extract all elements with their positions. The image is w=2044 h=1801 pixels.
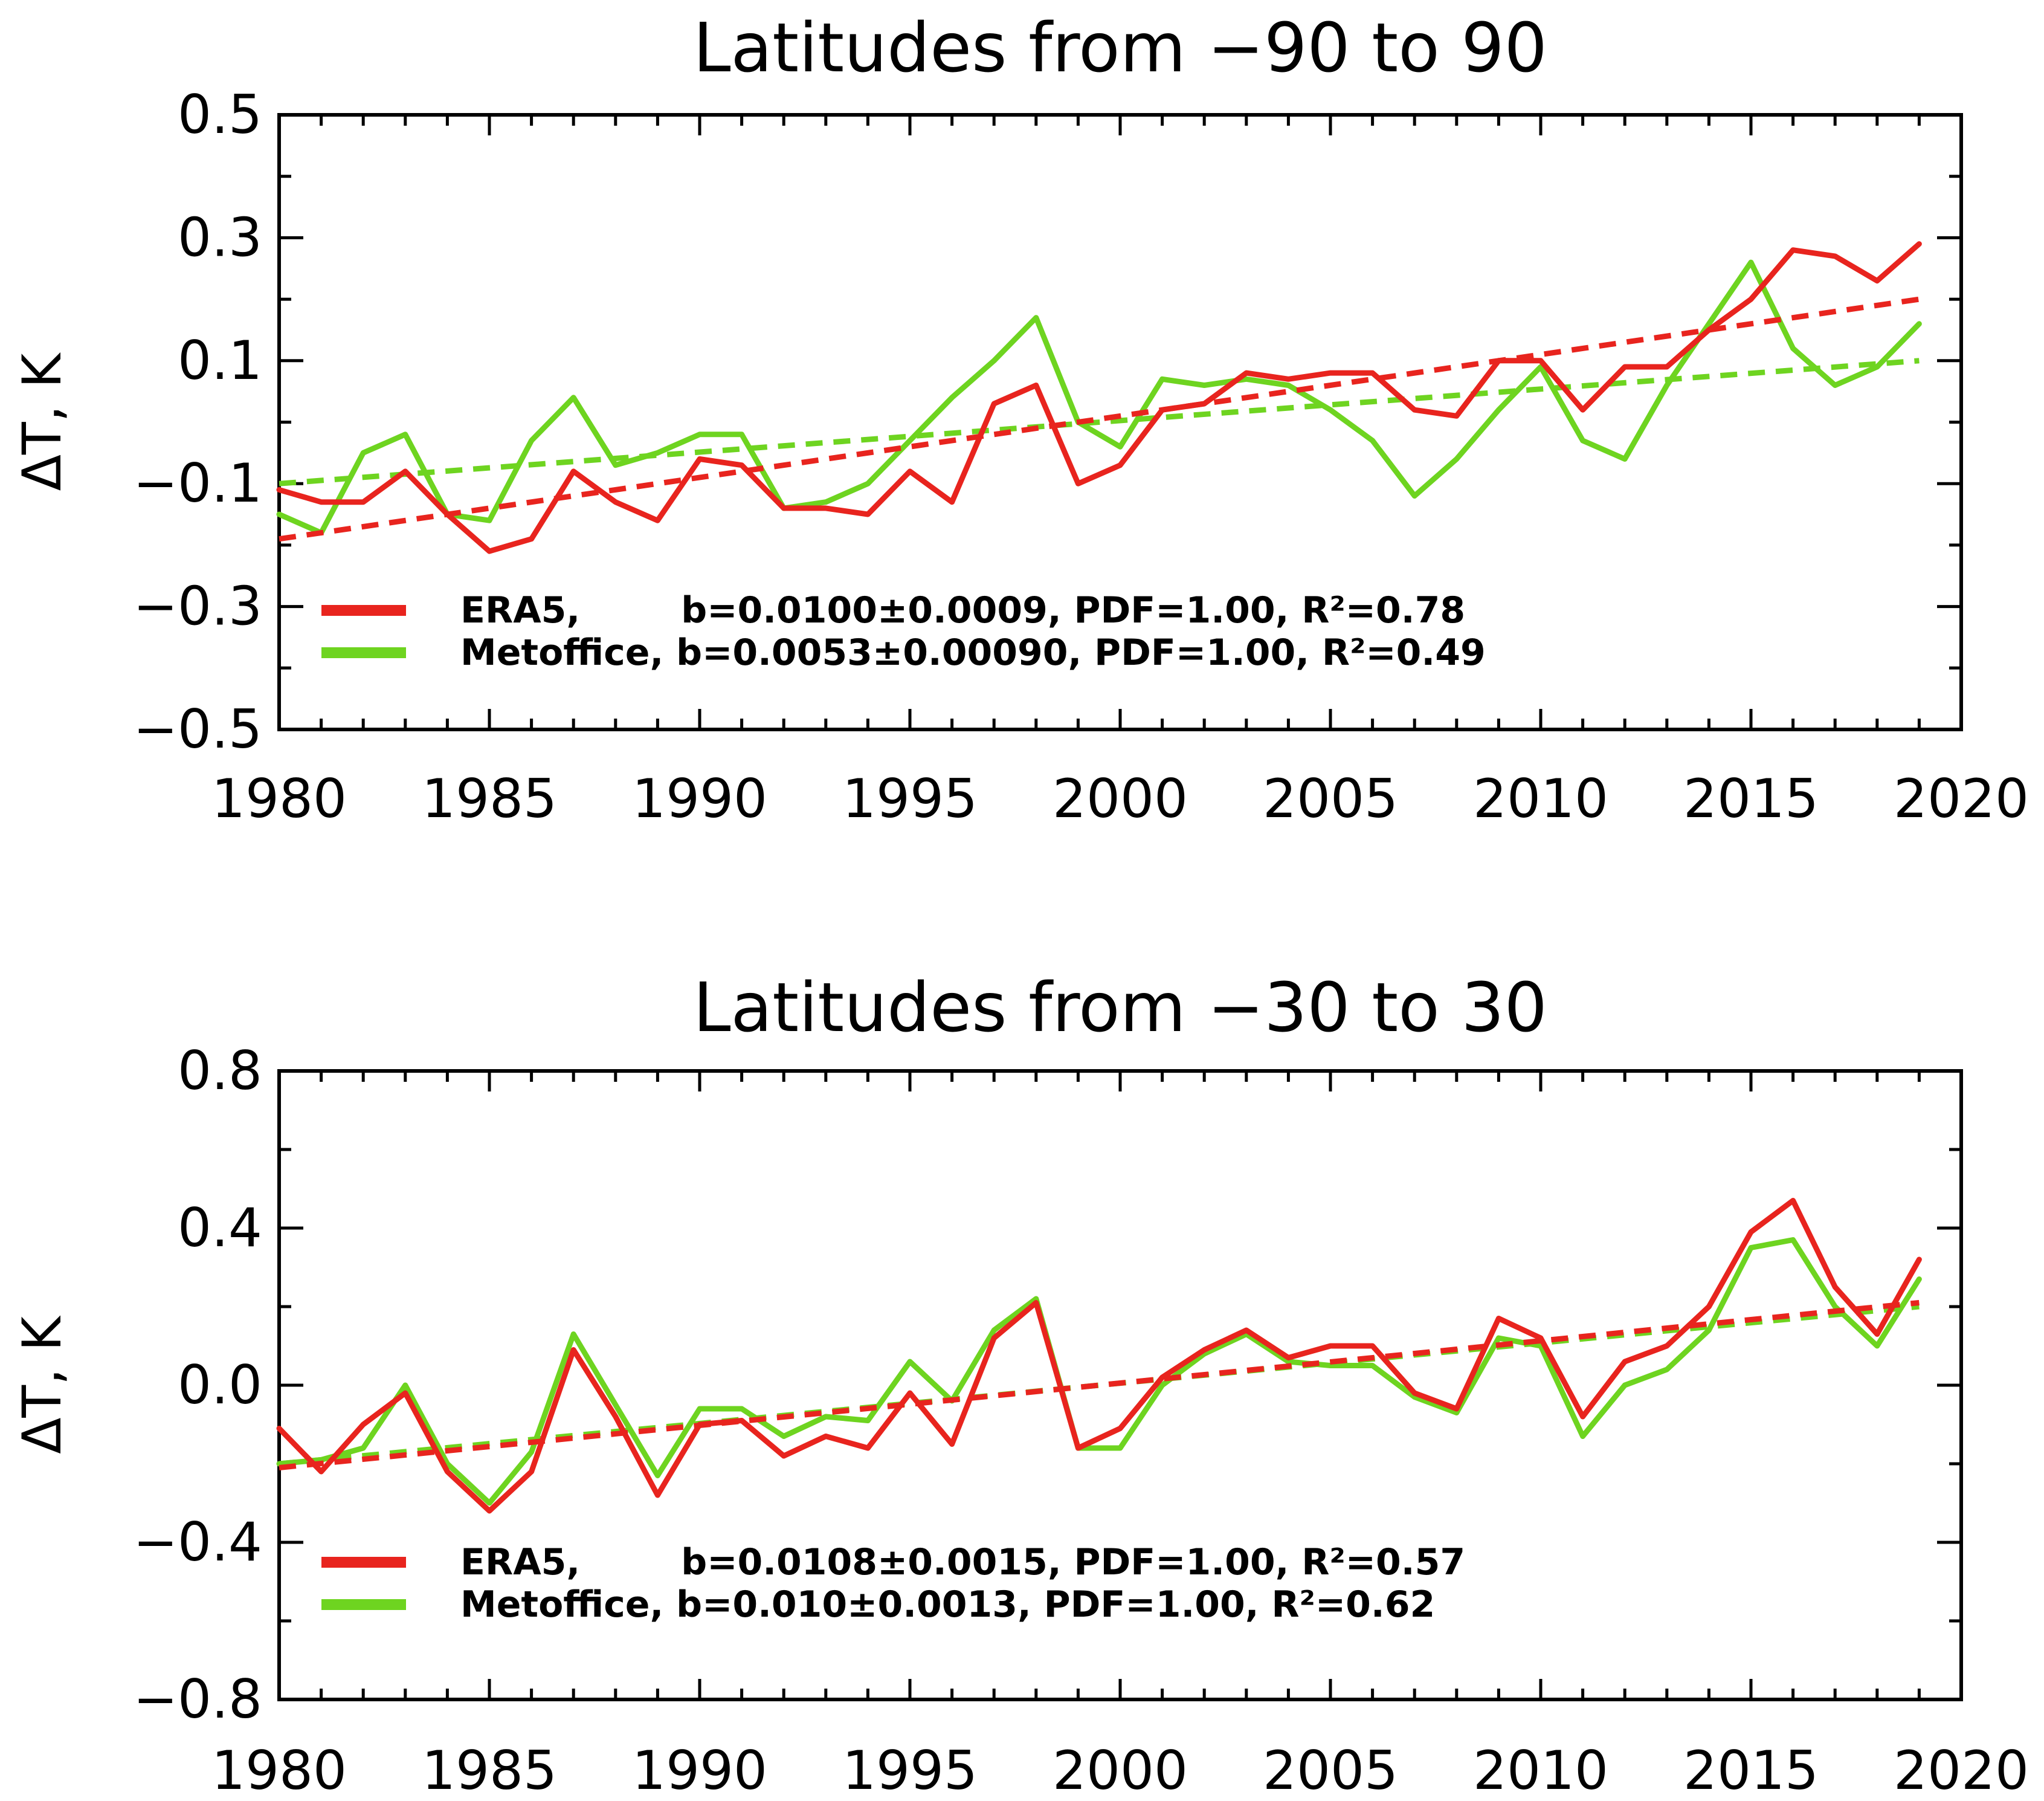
trend-line-era5 xyxy=(279,296,1920,542)
y-tick-label: 0.5 xyxy=(178,83,262,146)
y-tick-label: −0.3 xyxy=(133,575,262,638)
y-axis-label: ΔT, K xyxy=(11,352,73,491)
x-tick-label: 1980 xyxy=(211,1739,347,1801)
legend-label-era5: ERA5, b=0.0108±0.0015, PDF=1.00, R²=0.57 xyxy=(460,1541,1465,1583)
legend-label-metoffice: Metoffice, b=0.010±0.0013, PDF=1.00, R²=… xyxy=(460,1583,1435,1626)
x-tick-label: 1995 xyxy=(842,1739,978,1801)
legend-label-era5: ERA5, b=0.0100±0.0009, PDF=1.00, R²=0.78 xyxy=(460,589,1465,632)
x-tick-label: 2010 xyxy=(1473,1739,1608,1801)
x-tick-label: 2005 xyxy=(1263,768,1398,830)
chart-title: Latitudes from −30 to 30 xyxy=(693,969,1547,1047)
y-tick-label: −0.4 xyxy=(133,1511,262,1573)
series-line-era5 xyxy=(276,241,1922,554)
y-tick-label: 0.0 xyxy=(178,1354,262,1416)
series-line-era5 xyxy=(276,1198,1922,1514)
x-tick-label: 1995 xyxy=(842,768,978,830)
y-tick-label: −0.5 xyxy=(133,698,262,760)
x-tick-label: 1980 xyxy=(211,768,347,830)
y-tick-label: −0.8 xyxy=(133,1668,262,1730)
panel-global: Latitudes from −90 to 90 ΔT, K 1980 1985 199… xyxy=(11,9,2029,830)
x-tick-label: 2015 xyxy=(1683,1739,1819,1801)
chart-title: Latitudes from −90 to 90 xyxy=(693,9,1547,88)
x-tick-label: 2010 xyxy=(1473,768,1608,830)
x-tick-label: 2000 xyxy=(1053,768,1188,830)
x-tick-label: 2020 xyxy=(1894,1739,2029,1801)
panel-tropics: Latitudes from −30 to 30 ΔT, K 1980 1985 199… xyxy=(11,969,2029,1801)
x-tick-label: 2000 xyxy=(1053,1739,1188,1801)
x-tick-label: 1985 xyxy=(422,1739,557,1801)
y-tick-label: −0.1 xyxy=(133,452,262,514)
x-tick-label: 2020 xyxy=(1894,768,2029,830)
series-line-metoffice xyxy=(276,259,1922,536)
x-tick-label: 1985 xyxy=(422,768,557,830)
legend-label-metoffice: Metoffice, b=0.0053±0.00090, PDF=1.00, R… xyxy=(460,632,1486,674)
y-tick-label: 0.3 xyxy=(178,206,262,268)
trend-line-metoffice xyxy=(279,358,1920,487)
trend-line-era5 xyxy=(279,1300,1920,1470)
x-tick-label: 2005 xyxy=(1263,1739,1398,1801)
y-tick-label: 0.8 xyxy=(178,1040,262,1102)
y-tick-label: 0.1 xyxy=(178,329,262,392)
x-tick-label: 2015 xyxy=(1683,768,1819,830)
y-tick-label: 0.4 xyxy=(178,1197,262,1259)
y-axis-label: ΔT, K xyxy=(11,1315,73,1454)
series-line-metoffice xyxy=(276,1237,1922,1506)
x-tick-label: 1990 xyxy=(632,1739,767,1801)
x-tick-label: 1990 xyxy=(632,768,767,830)
